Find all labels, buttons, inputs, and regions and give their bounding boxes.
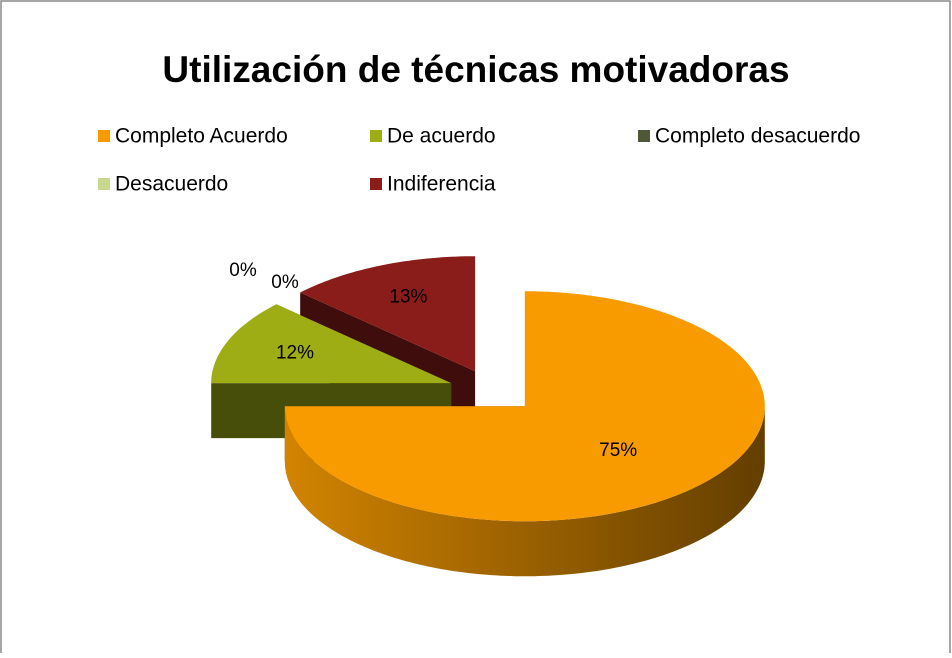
data-label: 0% <box>229 260 257 281</box>
legend-swatch <box>98 130 110 142</box>
legend-swatch <box>370 178 382 190</box>
pie: 75% 12% 0% 0% 13% <box>211 256 765 577</box>
slice-wall <box>284 406 765 577</box>
legend: Completo Acuerdo De acuerdo Completo desac… <box>98 125 860 196</box>
slice-top <box>211 304 452 384</box>
legend-label: Completo Acuerdo <box>115 125 288 148</box>
legend-swatch <box>98 178 110 190</box>
pie-slice <box>284 291 765 577</box>
legend-label: Desacuerdo <box>115 173 228 196</box>
slice-top <box>300 256 476 372</box>
legend-swatch <box>638 130 650 142</box>
chart-title: Utilización de técnicas motivadoras <box>162 49 789 90</box>
legend-label: Indiferencia <box>387 173 496 196</box>
legend-label: Completo desacuerdo <box>655 125 860 148</box>
data-label: 13% <box>389 286 427 307</box>
data-label: 12% <box>276 342 314 363</box>
legend-label: De acuerdo <box>387 125 496 148</box>
data-label: 0% <box>271 272 299 293</box>
data-label: 75% <box>599 440 637 461</box>
slice-top <box>284 291 765 522</box>
legend-swatch <box>370 130 382 142</box>
